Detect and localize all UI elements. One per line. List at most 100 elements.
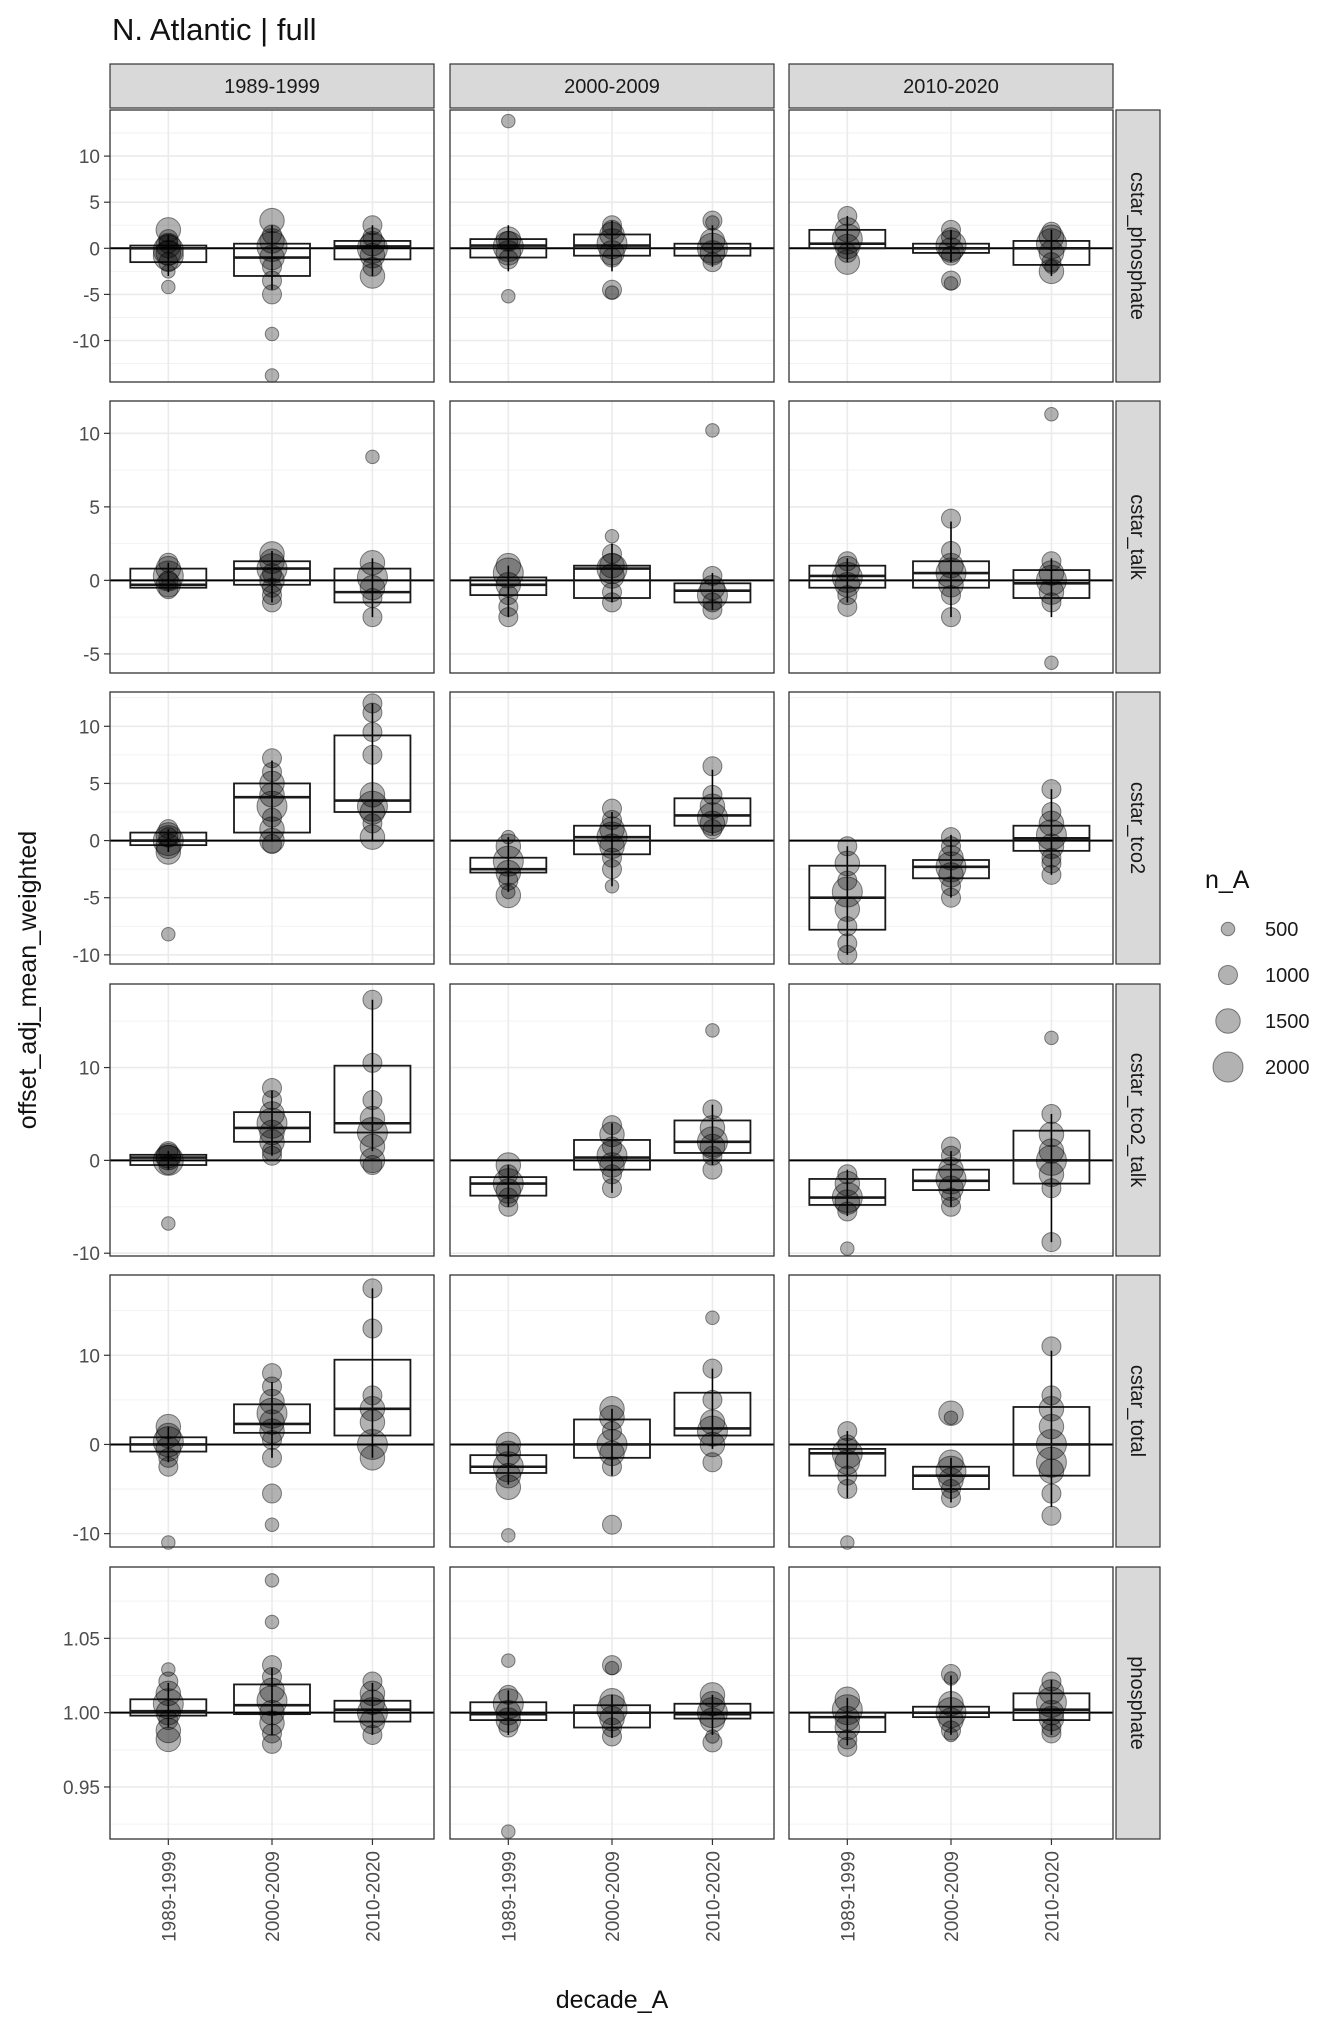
- row-strip-label: phosphate: [1126, 1656, 1148, 1749]
- data-point: [602, 1136, 622, 1157]
- data-point: [152, 1688, 184, 1720]
- data-point: [1038, 833, 1065, 860]
- data-point: [602, 279, 622, 300]
- row-strip: [1115, 1566, 1161, 1840]
- data-point: [599, 1152, 625, 1178]
- data-point: [941, 540, 961, 561]
- data-point: [362, 1052, 383, 1073]
- data-point: [359, 1708, 386, 1735]
- data-point: [501, 289, 516, 304]
- facet-panel: [449, 691, 775, 965]
- data-point: [362, 722, 383, 742]
- data-point: [837, 1434, 858, 1455]
- data-point: [256, 1685, 288, 1717]
- data-point: [262, 563, 282, 584]
- data-point: [259, 1409, 285, 1435]
- data-point: [498, 585, 519, 606]
- data-point: [599, 1705, 625, 1732]
- data-point: [155, 232, 182, 259]
- x-tick-label: 2010-2020: [1042, 1851, 1063, 1942]
- legend-label: 1500: [1265, 1011, 1310, 1033]
- panel-border: [109, 1274, 435, 1548]
- data-point: [938, 237, 964, 263]
- data-point: [262, 834, 282, 854]
- data-point: [498, 870, 519, 891]
- data-point: [498, 607, 519, 628]
- box-iqr: [233, 1683, 311, 1716]
- data-point: [938, 844, 964, 871]
- data-point: [155, 1436, 182, 1462]
- data-point: [152, 234, 184, 266]
- data-point: [602, 1726, 622, 1747]
- data-point: [362, 702, 383, 723]
- facet-panel: [788, 400, 1114, 674]
- data-point: [831, 223, 863, 255]
- data-point: [158, 819, 179, 840]
- data-point: [1044, 1030, 1059, 1046]
- data-point: [941, 1487, 961, 1508]
- data-point: [498, 1684, 519, 1705]
- data-point: [1038, 240, 1065, 266]
- data-point: [1041, 1723, 1062, 1744]
- data-point: [699, 810, 726, 837]
- data-point: [1041, 1103, 1062, 1124]
- data-point: [837, 1164, 858, 1185]
- box-iqr: [808, 1711, 887, 1733]
- data-point: [831, 1437, 863, 1469]
- box-iqr: [573, 1418, 651, 1459]
- data-point: [161, 1535, 176, 1550]
- y-tick-label: 0: [89, 239, 100, 260]
- data-point: [356, 790, 388, 822]
- data-point: [837, 1201, 858, 1222]
- data-point: [262, 1666, 282, 1687]
- row-strip: [1115, 983, 1161, 1257]
- data-point: [492, 230, 524, 262]
- data-point: [259, 1699, 285, 1726]
- y-axis-title: offset_adj_mean_weighted: [14, 831, 42, 1129]
- data-point: [362, 1318, 383, 1339]
- data-point: [602, 798, 622, 819]
- row-strip-label: cstar_tco2_talk: [1126, 1053, 1148, 1189]
- data-point: [702, 592, 723, 613]
- row-strip-label: cstar_total: [1126, 1365, 1148, 1457]
- data-point: [359, 263, 386, 289]
- data-point: [262, 592, 282, 613]
- y-tick-label: 1.05: [63, 1629, 100, 1650]
- data-point: [155, 1422, 182, 1449]
- data-point: [943, 1410, 959, 1425]
- data-point: [1041, 779, 1062, 800]
- data-point: [834, 217, 861, 243]
- data-point: [1041, 592, 1062, 613]
- data-point: [155, 555, 182, 582]
- y-tick-label: -5: [83, 645, 100, 666]
- data-point: [356, 1428, 388, 1460]
- data-point: [161, 264, 176, 279]
- data-point: [1038, 1458, 1065, 1484]
- data-point: [831, 1694, 863, 1726]
- data-point: [699, 1115, 726, 1141]
- data-point: [837, 596, 858, 617]
- data-point: [831, 876, 863, 908]
- data-point: [155, 240, 182, 266]
- panel-border: [788, 109, 1114, 383]
- data-point: [837, 916, 858, 937]
- data-point: [602, 247, 622, 268]
- data-point: [941, 1136, 961, 1157]
- data-point: [498, 1196, 519, 1217]
- data-point: [158, 552, 179, 573]
- data-point: [837, 1736, 858, 1757]
- data-point: [935, 851, 967, 883]
- data-point: [599, 1404, 625, 1431]
- data-point: [259, 1119, 285, 1146]
- data-point: [155, 822, 182, 848]
- data-point: [264, 1614, 280, 1630]
- data-point: [1038, 1121, 1065, 1148]
- data-point: [602, 219, 622, 240]
- data-point: [259, 1418, 285, 1444]
- data-point: [495, 1474, 522, 1500]
- box-iqr: [333, 734, 412, 813]
- data-point: [834, 1449, 861, 1476]
- data-point: [602, 543, 622, 564]
- data-point: [1041, 864, 1062, 885]
